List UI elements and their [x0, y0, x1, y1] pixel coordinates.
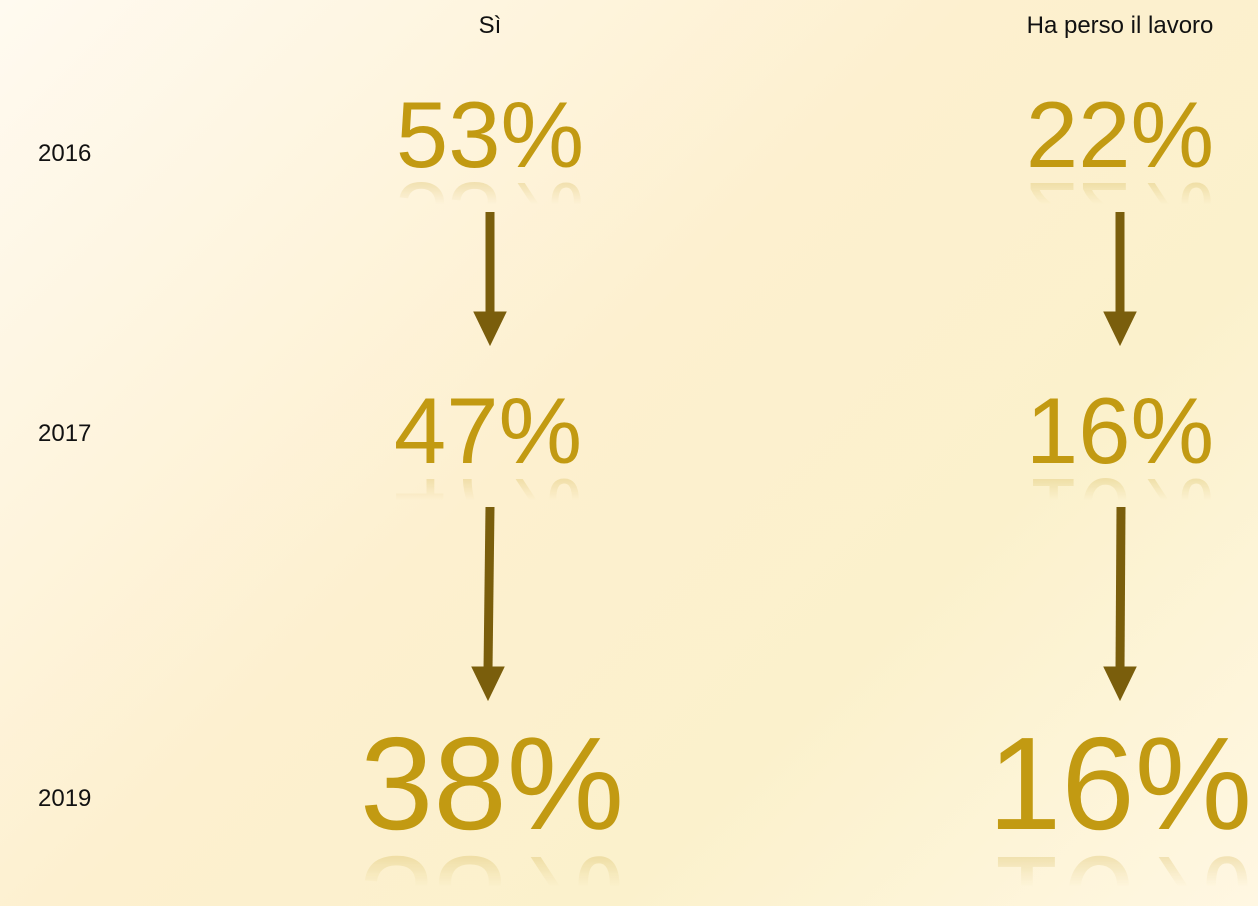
- year-label: 2019: [38, 785, 92, 812]
- arrow-group: [471, 212, 1137, 702]
- value: 16%: [987, 710, 1253, 857]
- column-header: Sì: [478, 12, 502, 39]
- value: 16%: [1025, 378, 1215, 483]
- arrow-head: [1103, 666, 1137, 702]
- year-label: 2017: [38, 420, 92, 447]
- arrow-head: [473, 311, 507, 347]
- year-label: 2016: [38, 140, 92, 167]
- value: 22%: [1025, 82, 1215, 187]
- value: 47%: [393, 378, 583, 483]
- value: 38%: [359, 710, 625, 857]
- column-header: Ha perso il lavoro: [1026, 12, 1214, 39]
- arrow: [1115, 506, 1126, 671]
- arrow-head: [471, 666, 505, 702]
- value: 53%: [395, 82, 585, 187]
- arrow: [483, 506, 495, 671]
- arrow-head: [1103, 311, 1137, 347]
